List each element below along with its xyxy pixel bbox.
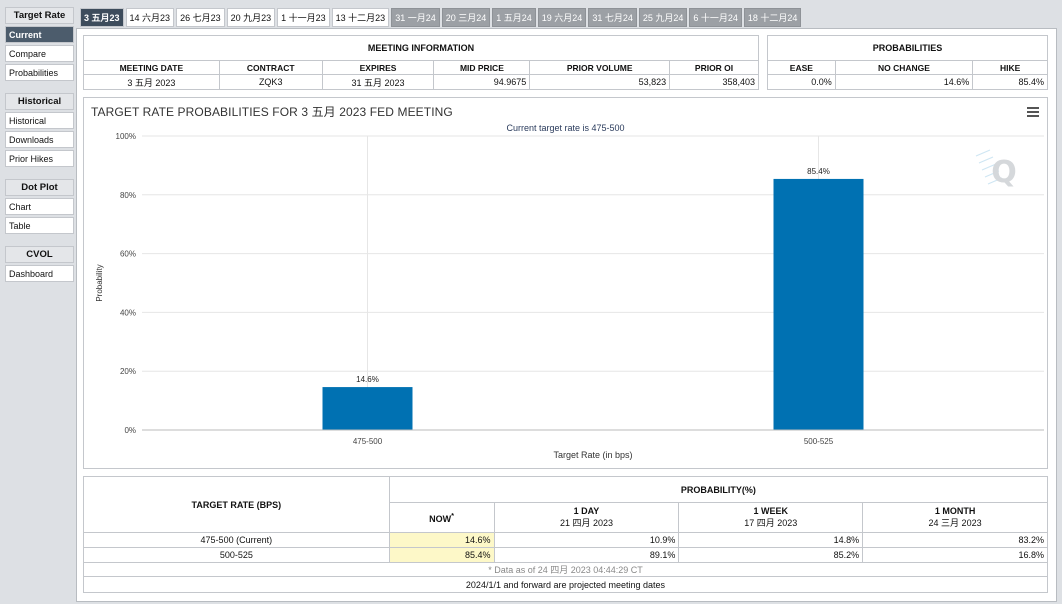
table-cell: 14.8% [678, 532, 864, 548]
tab-meeting[interactable]: 18 十二月24 [743, 8, 802, 27]
prior-volume: 53,823 [529, 74, 671, 90]
sidebar-section-historical: Historical [5, 93, 74, 110]
sidebar-section-cvol: CVOL [5, 246, 74, 263]
sidebar-item-historical[interactable]: Historical [5, 112, 74, 129]
column-header-now: NOW* [388, 502, 495, 533]
hamburger-menu-icon[interactable] [1027, 107, 1039, 117]
ease-value: 0.0% [767, 74, 836, 90]
column-header: CONTRACT [218, 60, 323, 75]
sidebar: Target Rate Current Compare Probabilitie… [5, 7, 74, 284]
column-header: EXPIRES [321, 60, 435, 75]
probability-group-header: PROBABILITY(%) [388, 476, 1049, 503]
meeting-tabs: 3 五月23 14 六月23 26 七月23 20 九月23 1 十一月23 1… [80, 8, 803, 28]
probabilities-table: PROBABILITIES EASE NO CHANGE HIKE 0.0% 1… [767, 35, 1048, 90]
tab-meeting[interactable]: 1 十一月23 [277, 8, 330, 27]
probability-chart: 0% 20% 40% 60% 80% 100% 14.6% 475-500 85.4% 500-5… [83, 97, 1048, 469]
watermark-stroke [987, 177, 1003, 185]
table-row-rate: 500-525 [83, 547, 390, 563]
x-tick-label: 475-500 [353, 437, 383, 446]
y-tick-label: 100% [116, 132, 136, 141]
column-header: MEETING DATE [83, 60, 220, 75]
data-timestamp-footnote: * Data as of 24 四月 2023 04:44:29 CT [83, 562, 1048, 577]
tab-meeting[interactable]: 31 七月24 [588, 8, 637, 27]
meeting-info-table: MEETING INFORMATION MEETING DATE CONTRAC… [83, 35, 759, 90]
mid-price: 94.9675 [433, 74, 531, 90]
table-cell: 14.6% [388, 532, 495, 548]
chart-svg: 0% 20% 40% 60% 80% 100% 14.6% 475-500 85.4% 500-5… [95, 132, 1044, 460]
target-rate-header: TARGET RATE (BPS) [83, 476, 390, 533]
column-header: PRIOR VOLUME [529, 60, 671, 75]
expires: 31 五月 2023 [321, 74, 435, 90]
tab-meeting[interactable]: 6 十一月24 [689, 8, 742, 27]
hike-value: 85.4% [972, 74, 1048, 90]
tab-meeting[interactable]: 14 六月23 [125, 8, 175, 27]
watermark-stroke [984, 170, 1000, 178]
chart-subtitle: Current target rate is 475-500 [506, 123, 625, 133]
prior-oi: 358,403 [669, 74, 759, 90]
meeting-info-title: MEETING INFORMATION [83, 35, 759, 61]
tab-meeting[interactable]: 31 一月24 [391, 8, 440, 27]
probability-history-table: TARGET RATE (BPS) PROBABILITY(%) NOW* 1 … [83, 476, 1049, 593]
column-header: HIKE [972, 60, 1048, 75]
watermark-stroke [978, 156, 994, 164]
column-header: MID PRICE [433, 60, 531, 75]
sidebar-item-chart[interactable]: Chart [5, 198, 74, 215]
sidebar-item-current[interactable]: Current [5, 26, 74, 43]
projected-dates-note: 2024/1/1 and forward are projected meeti… [83, 576, 1048, 593]
bar [773, 178, 864, 430]
sidebar-item-table[interactable]: Table [5, 217, 74, 234]
table-cell: 10.9% [493, 532, 680, 548]
column-header-1-week: 1 WEEK 17 四月 2023 [678, 502, 864, 533]
contract: ZQK3 [218, 74, 323, 90]
tab-meeting[interactable]: 13 十二月23 [331, 8, 390, 27]
bar [322, 387, 413, 430]
table-cell: 85.2% [678, 547, 864, 563]
sidebar-item-prior-hikes[interactable]: Prior Hikes [5, 150, 74, 167]
meeting-date: 3 五月 2023 [83, 74, 220, 90]
table-cell: 16.8% [862, 547, 1048, 563]
sidebar-section-dot-plot: Dot Plot [5, 179, 74, 196]
data-label: 85.4% [807, 167, 830, 176]
table-cell: 89.1% [493, 547, 680, 563]
no-change-value: 14.6% [834, 74, 974, 90]
chart-title: TARGET RATE PROBABILITIES FOR 3 五月 2023 … [91, 105, 453, 119]
column-header-1-day: 1 DAY 21 四月 2023 [493, 502, 680, 533]
tab-meeting[interactable]: 25 九月24 [638, 8, 688, 27]
tab-meeting[interactable]: 20 三月24 [441, 8, 491, 27]
column-header: PRIOR OI [669, 60, 759, 75]
tab-meeting[interactable]: 19 六月24 [537, 8, 587, 27]
y-tick-label: 60% [120, 250, 136, 259]
watermark-stroke [975, 149, 991, 157]
y-tick-label: 0% [124, 426, 136, 435]
watermark-logo: Q [991, 155, 1017, 190]
column-header: NO CHANGE [834, 60, 974, 75]
sidebar-item-dashboard[interactable]: Dashboard [5, 265, 74, 282]
x-tick-label: 500-525 [804, 437, 834, 446]
table-cell: 85.4% [388, 547, 495, 563]
probabilities-title: PROBABILITIES [767, 35, 1048, 61]
sidebar-item-downloads[interactable]: Downloads [5, 131, 74, 148]
column-header: EASE [767, 60, 836, 75]
sidebar-section-target-rate: Target Rate [5, 7, 74, 24]
y-axis-title: Probability [95, 264, 104, 301]
tab-meeting[interactable]: 1 五月24 [492, 8, 536, 27]
main-panel: MEETING INFORMATION MEETING DATE CONTRAC… [76, 28, 1057, 602]
y-tick-label: 20% [120, 367, 136, 376]
watermark-stroke [981, 163, 997, 171]
y-tick-label: 40% [120, 308, 136, 317]
y-tick-label: 80% [120, 191, 136, 200]
sidebar-item-probabilities[interactable]: Probabilities [5, 64, 74, 81]
x-axis-title: Target Rate (in bps) [553, 450, 632, 460]
sidebar-item-compare[interactable]: Compare [5, 45, 74, 62]
table-cell: 83.2% [862, 532, 1048, 548]
tab-meeting[interactable]: 20 九月23 [226, 8, 276, 27]
data-label: 14.6% [356, 375, 379, 384]
tab-meeting[interactable]: 3 五月23 [80, 8, 124, 27]
table-row-rate: 475-500 (Current) [83, 532, 390, 548]
tab-meeting[interactable]: 26 七月23 [176, 8, 225, 27]
column-header-1-month: 1 MONTH 24 三月 2023 [862, 502, 1048, 533]
